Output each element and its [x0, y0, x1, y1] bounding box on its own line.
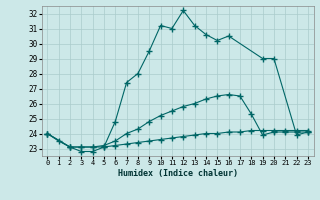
X-axis label: Humidex (Indice chaleur): Humidex (Indice chaleur)	[118, 169, 237, 178]
